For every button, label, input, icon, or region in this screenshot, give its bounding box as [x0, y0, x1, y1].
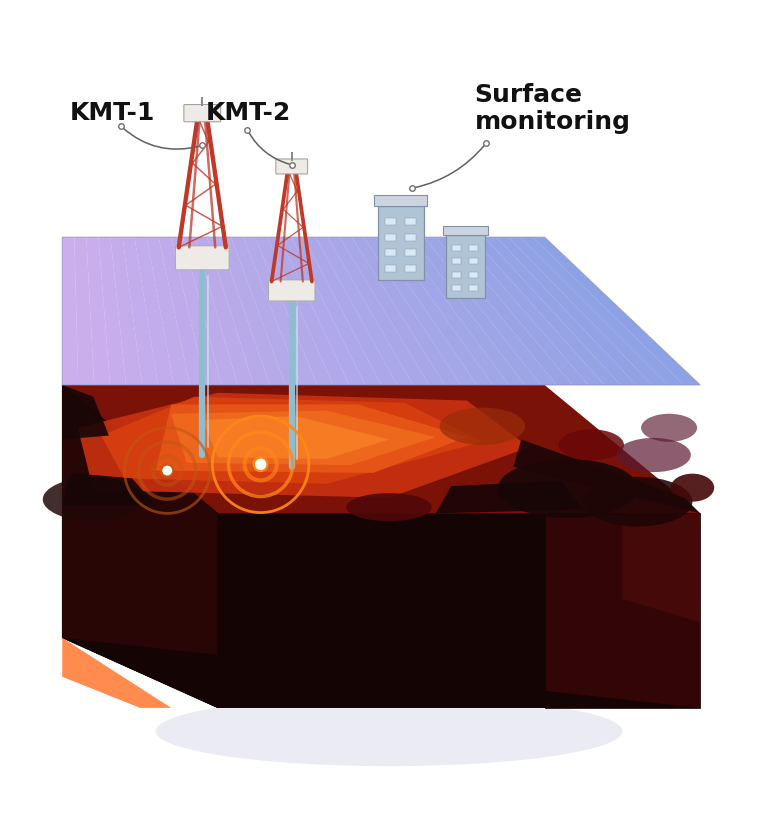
Bar — [452, 245, 461, 251]
Polygon shape — [207, 237, 269, 385]
FancyBboxPatch shape — [184, 104, 221, 122]
Polygon shape — [376, 237, 493, 385]
Polygon shape — [146, 237, 190, 385]
Polygon shape — [291, 237, 381, 385]
Bar — [452, 271, 461, 278]
Polygon shape — [156, 404, 467, 473]
Polygon shape — [316, 237, 413, 385]
Polygon shape — [171, 237, 222, 385]
Text: KMT-1: KMT-1 — [70, 101, 156, 124]
Bar — [469, 245, 478, 251]
Ellipse shape — [440, 407, 525, 445]
Polygon shape — [123, 237, 158, 385]
Polygon shape — [460, 237, 605, 385]
Polygon shape — [101, 396, 482, 484]
Polygon shape — [509, 237, 668, 385]
Bar — [405, 249, 416, 256]
Polygon shape — [339, 237, 445, 385]
Polygon shape — [387, 237, 509, 385]
Polygon shape — [328, 237, 429, 385]
Polygon shape — [231, 237, 302, 385]
Ellipse shape — [616, 438, 691, 472]
Polygon shape — [78, 393, 529, 498]
Polygon shape — [110, 237, 142, 385]
Bar — [405, 265, 416, 272]
Polygon shape — [424, 237, 556, 385]
Polygon shape — [62, 385, 218, 708]
Polygon shape — [484, 237, 636, 385]
Ellipse shape — [156, 696, 622, 766]
Bar — [469, 259, 478, 265]
Polygon shape — [545, 513, 700, 708]
FancyBboxPatch shape — [276, 159, 307, 174]
Polygon shape — [364, 237, 477, 385]
Polygon shape — [135, 237, 173, 385]
Polygon shape — [255, 237, 334, 385]
Polygon shape — [436, 480, 584, 513]
Ellipse shape — [671, 474, 714, 501]
Polygon shape — [472, 237, 621, 385]
Bar — [385, 234, 395, 240]
Bar — [374, 195, 427, 206]
Polygon shape — [243, 237, 317, 385]
Ellipse shape — [498, 459, 638, 518]
Bar — [452, 259, 461, 265]
Polygon shape — [62, 473, 156, 506]
Ellipse shape — [346, 493, 432, 521]
Circle shape — [254, 458, 268, 471]
Bar — [377, 206, 424, 280]
Polygon shape — [202, 416, 389, 459]
Polygon shape — [98, 237, 126, 385]
Polygon shape — [62, 385, 700, 708]
Polygon shape — [183, 237, 238, 385]
Polygon shape — [194, 237, 254, 385]
Ellipse shape — [641, 414, 697, 442]
Text: Surface
monitoring: Surface monitoring — [475, 83, 631, 134]
Polygon shape — [62, 237, 79, 385]
Polygon shape — [219, 237, 286, 385]
FancyBboxPatch shape — [268, 280, 315, 301]
Bar — [385, 249, 395, 256]
Polygon shape — [62, 385, 700, 513]
Bar — [452, 285, 461, 291]
Bar — [385, 265, 395, 272]
Polygon shape — [62, 385, 109, 439]
Polygon shape — [75, 237, 94, 385]
Bar — [469, 271, 478, 278]
FancyBboxPatch shape — [176, 246, 229, 270]
Polygon shape — [622, 513, 700, 622]
Ellipse shape — [43, 478, 144, 521]
Polygon shape — [532, 237, 700, 385]
Polygon shape — [62, 638, 171, 708]
Bar — [385, 218, 395, 225]
Bar — [446, 235, 485, 298]
Ellipse shape — [559, 429, 624, 460]
Polygon shape — [352, 237, 461, 385]
Polygon shape — [303, 237, 398, 385]
Polygon shape — [159, 237, 205, 385]
Polygon shape — [279, 237, 366, 385]
Polygon shape — [171, 411, 436, 465]
Ellipse shape — [584, 477, 692, 527]
Polygon shape — [448, 237, 588, 385]
Polygon shape — [400, 237, 524, 385]
Circle shape — [161, 465, 173, 476]
Bar — [405, 234, 416, 240]
Polygon shape — [62, 638, 700, 708]
Text: KMT-2: KMT-2 — [206, 101, 292, 124]
Polygon shape — [496, 237, 652, 385]
Polygon shape — [86, 237, 110, 385]
Bar — [469, 285, 478, 291]
Polygon shape — [436, 237, 573, 385]
Bar — [405, 218, 416, 225]
Polygon shape — [268, 237, 349, 385]
Polygon shape — [520, 237, 685, 385]
Polygon shape — [412, 237, 541, 385]
Polygon shape — [513, 439, 700, 513]
Bar — [443, 226, 488, 235]
